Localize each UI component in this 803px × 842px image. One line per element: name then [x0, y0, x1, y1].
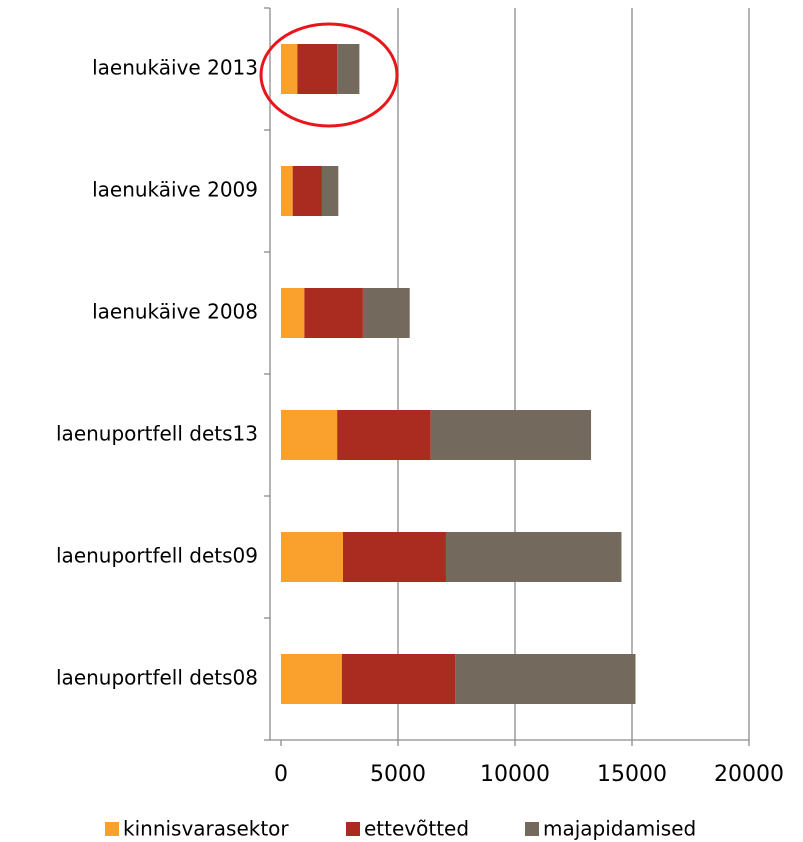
bar-segment — [321, 166, 339, 216]
legend-label: kinnisvarasektor — [123, 817, 289, 841]
bar-segment — [281, 410, 338, 460]
x-tick-label: 15000 — [597, 762, 667, 787]
bar-segment — [445, 532, 622, 582]
bar-segment — [304, 288, 363, 338]
bar-segment — [281, 288, 305, 338]
legend-label: majapidamised — [543, 817, 696, 841]
bar-segment — [430, 410, 592, 460]
bar-segment — [297, 44, 338, 94]
legend-swatch — [346, 822, 360, 836]
category-label: laenukäive 2008 — [92, 300, 258, 324]
bar-segment — [281, 532, 344, 582]
bar-segment — [362, 288, 410, 338]
legend-swatch — [525, 822, 539, 836]
x-tick-label: 5000 — [370, 762, 426, 787]
bar-segment — [337, 44, 360, 94]
legend-swatch — [105, 822, 119, 836]
bar-segment — [281, 44, 298, 94]
bar-segment — [455, 654, 636, 704]
highlight-circle — [259, 22, 399, 128]
x-tick-label: 10000 — [480, 762, 550, 787]
bar-segment — [343, 532, 446, 582]
bar-segment — [281, 166, 293, 216]
bar-segment — [281, 654, 342, 704]
category-label: laenuportfell dets13 — [56, 422, 258, 446]
legend-label: ettevõtted — [364, 817, 469, 841]
bar-segment — [341, 654, 456, 704]
bar-segment — [337, 410, 431, 460]
category-label: laenukäive 2013 — [92, 56, 258, 80]
category-label: laenukäive 2009 — [92, 178, 258, 202]
category-label: laenuportfell dets08 — [56, 666, 258, 690]
x-tick-label: 20000 — [714, 762, 784, 787]
bar-segment — [292, 166, 322, 216]
category-label: laenuportfell dets09 — [56, 544, 258, 568]
x-tick-label: 0 — [274, 762, 288, 787]
